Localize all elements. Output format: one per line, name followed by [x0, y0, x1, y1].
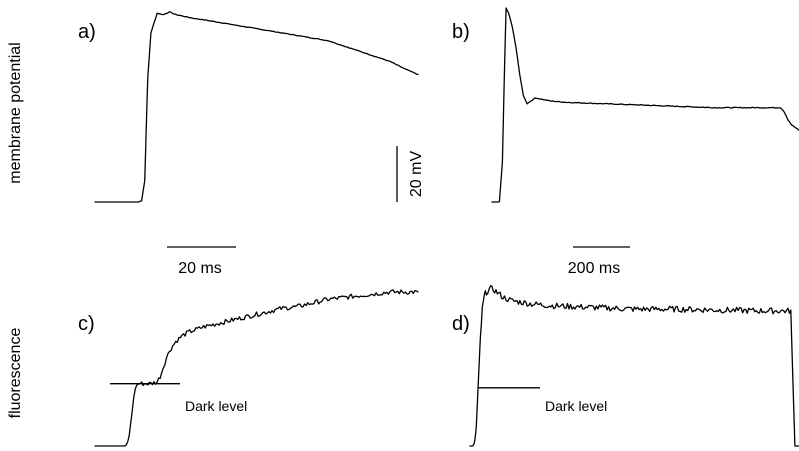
panel-b: b) — [452, 7, 799, 203]
row-label-fluorescence: fluorescence — [7, 328, 24, 419]
panel-c: c) Dark level — [78, 289, 419, 447]
voltage-scale-label: 20 mV — [408, 151, 425, 198]
time-scale-label-right: 200 ms — [568, 260, 620, 277]
time-scale-bar-right: 200 ms — [568, 246, 630, 277]
panel-d-dark-level-label: Dark level — [545, 398, 607, 414]
panel-a-trace — [94, 11, 419, 203]
panel-b-label: b) — [452, 21, 470, 43]
panel-a: a) — [78, 11, 419, 203]
panel-a-label: a) — [78, 21, 96, 43]
voltage-scale-bar: 20 mV — [396, 146, 425, 202]
time-scale-bar-left: 20 ms — [167, 246, 236, 277]
panel-d: d) Dark level — [452, 285, 799, 447]
panel-d-trace — [469, 285, 799, 447]
panel-c-label: c) — [78, 313, 95, 335]
row-label-membrane-potential: membrane potential — [7, 42, 24, 183]
panel-c-trace — [94, 289, 419, 447]
panel-d-label: d) — [452, 313, 470, 335]
time-scale-label-left: 20 ms — [178, 260, 222, 277]
panel-c-dark-level-label: Dark level — [185, 398, 247, 414]
panel-b-trace — [491, 7, 799, 203]
